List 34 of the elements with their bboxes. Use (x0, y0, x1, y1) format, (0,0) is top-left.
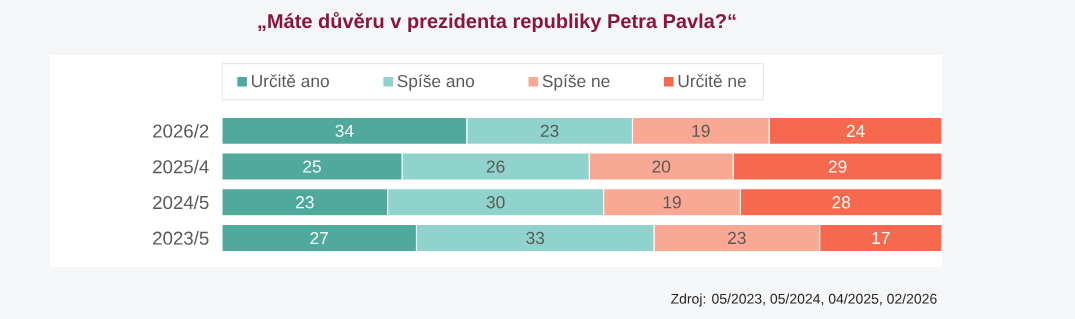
y-tick-label: 2026/2 (153, 124, 209, 138)
bar (222, 116, 468, 145)
bar (222, 152, 403, 181)
data-label: 24 (846, 124, 865, 137)
data-label: 27 (310, 231, 328, 244)
data-label: 23 (540, 124, 559, 137)
bar (732, 152, 942, 181)
legend-label: Spíše ano (397, 74, 475, 91)
bar (222, 188, 389, 217)
data-label: 17 (872, 231, 890, 244)
legend-label: Určitě ne (678, 74, 746, 88)
data-label: 29 (828, 160, 847, 173)
data-label: 30 (486, 196, 505, 209)
bar (222, 223, 417, 252)
data-label: 34 (335, 124, 354, 137)
data-label: 20 (652, 160, 671, 173)
y-tick-label: 2023/5 (153, 231, 209, 245)
data-label: 25 (303, 160, 321, 173)
data-label: 28 (832, 196, 851, 209)
data-label: 19 (663, 196, 681, 209)
bar (768, 116, 942, 145)
data-label: 23 (728, 231, 746, 245)
data-label: 26 (486, 160, 505, 173)
data-label: 23 (296, 196, 314, 209)
y-tick-label: 2024/5 (153, 195, 209, 210)
data-label: 33 (526, 231, 545, 245)
data-label: 19 (692, 124, 710, 137)
legend-label: Spíše ne (542, 74, 610, 91)
chart-title: „Máte důvěru v prezidenta republiky Petra Pavla?“ (258, 11, 736, 33)
bar (819, 223, 942, 252)
bar (739, 188, 942, 217)
legend-label: Určitě ano (252, 74, 329, 88)
y-tick-label: 2025/4 (153, 159, 209, 174)
text: Zdroj: 05/2023, 05/2024, 04/2025, 02/2026 (671, 293, 937, 307)
